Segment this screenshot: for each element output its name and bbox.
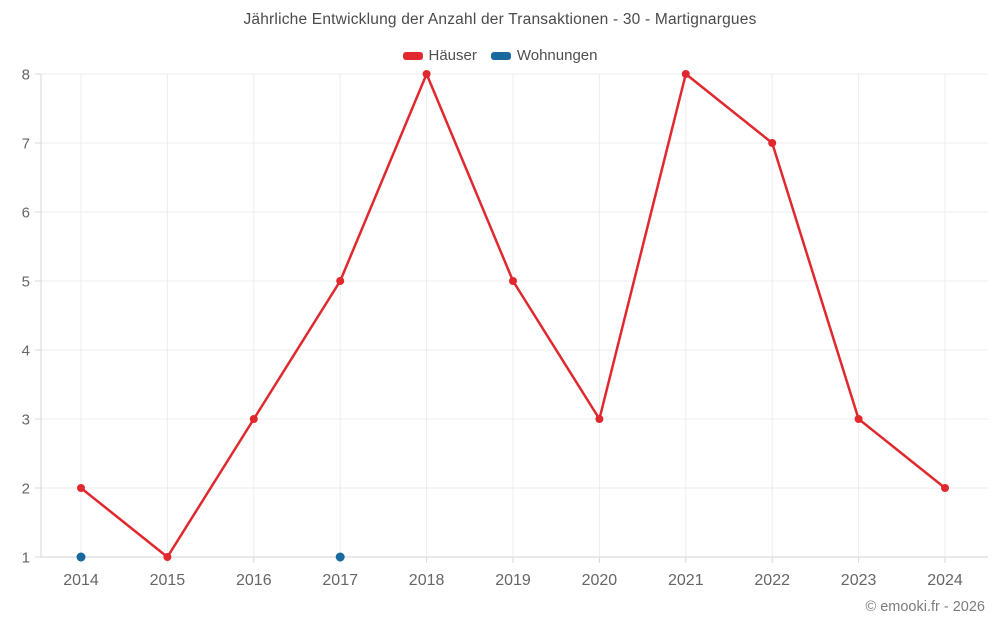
svg-text:2021: 2021 [668, 572, 704, 589]
svg-text:2023: 2023 [841, 572, 877, 589]
svg-text:2022: 2022 [754, 572, 790, 589]
copyright-text: © emooki.fr - 2026 [865, 599, 985, 615]
chart-title: Jährliche Entwicklung der Anzahl der Tra… [243, 11, 757, 28]
svg-text:1: 1 [22, 550, 30, 567]
svg-text:2014: 2014 [63, 572, 99, 589]
svg-text:2024: 2024 [927, 572, 963, 589]
svg-text:3: 3 [22, 412, 30, 429]
legend-item-wohnungen[interactable]: Wohnungen [490, 47, 598, 64]
legend-swatch-haeuser-icon [402, 51, 423, 60]
svg-text:2: 2 [22, 481, 30, 498]
chart-legend: Häuser Wohnungen [0, 47, 1000, 64]
svg-text:8: 8 [22, 67, 30, 84]
svg-text:4: 4 [22, 343, 30, 360]
svg-text:2017: 2017 [322, 572, 358, 589]
legend-label-wohnungen: Wohnungen [516, 47, 598, 64]
legend-swatch-wohnungen-icon [490, 51, 511, 60]
svg-text:2019: 2019 [495, 572, 531, 589]
svg-text:2016: 2016 [236, 572, 272, 589]
svg-text:2015: 2015 [150, 572, 186, 589]
svg-text:5: 5 [22, 274, 30, 291]
svg-text:2020: 2020 [582, 572, 618, 589]
legend-label-haeuser: Häuser [428, 47, 477, 64]
legend-item-haeuser[interactable]: Häuser [402, 47, 477, 64]
svg-text:6: 6 [22, 205, 30, 222]
svg-text:2018: 2018 [409, 572, 445, 589]
svg-text:7: 7 [22, 136, 30, 153]
